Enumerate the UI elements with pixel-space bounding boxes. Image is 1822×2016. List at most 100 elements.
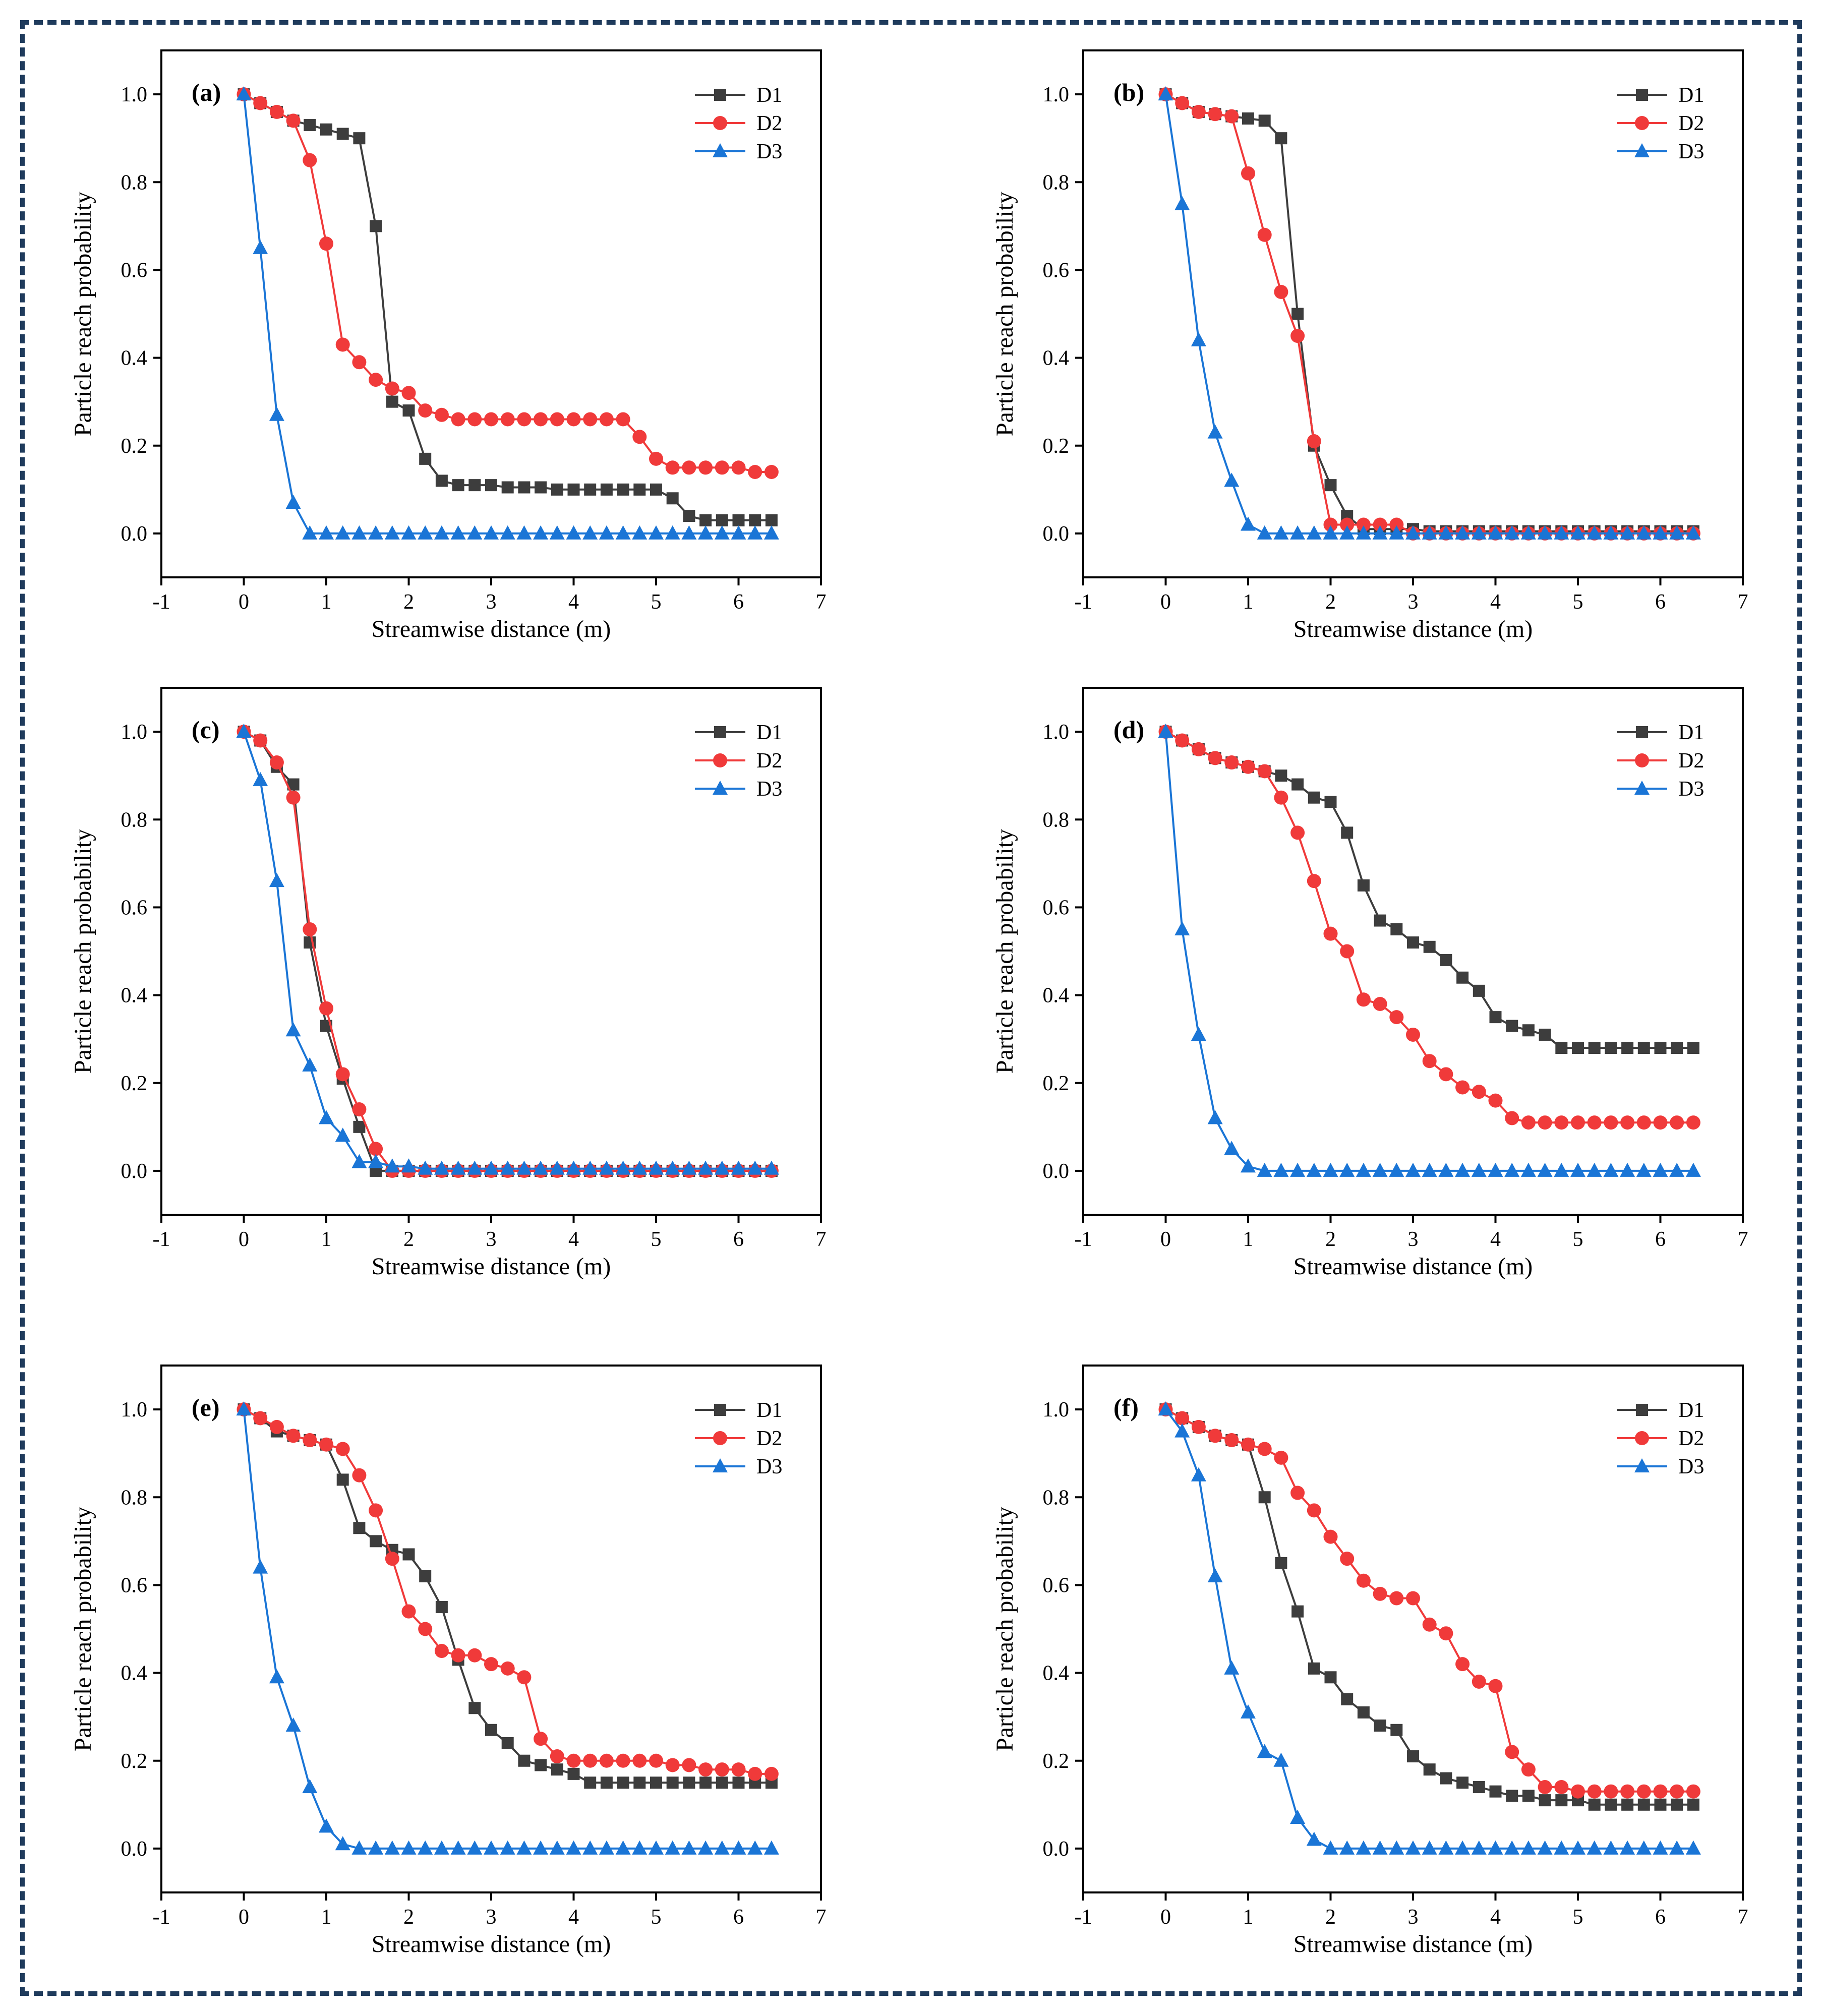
data-point-d1: [633, 483, 646, 496]
data-point-d3: [1158, 86, 1173, 101]
data-point-d3: [615, 1160, 631, 1175]
legend-marker-d2: [713, 116, 727, 130]
data-point-d1: [1621, 1042, 1634, 1054]
data-point-d3: [253, 1559, 268, 1574]
series-line-d2: [1165, 1408, 1693, 1793]
legend-label-d2: D2: [1678, 112, 1704, 135]
data-point-d3: [450, 525, 466, 540]
x-tick-label: 0: [1160, 590, 1171, 614]
data-point-d2: [1290, 1486, 1305, 1500]
data-point-d3: [1257, 525, 1272, 540]
data-point-d3: [1158, 1401, 1173, 1416]
x-tick-label: 3: [486, 590, 497, 614]
data-point-d3: [302, 1779, 318, 1793]
data-point-d1: [1588, 1798, 1601, 1811]
series-d3: [1158, 1401, 1701, 1855]
x-tick-label: 0: [1160, 1228, 1171, 1251]
data-point-d3: [1669, 1162, 1685, 1177]
data-point-d3: [484, 1840, 499, 1855]
data-point-d3: [1191, 1026, 1206, 1041]
data-point-d3: [1554, 1840, 1569, 1855]
series-line-d2: [1165, 93, 1693, 535]
y-tick-label: 1.0: [121, 1398, 148, 1421]
x-tick-label: 1: [1243, 1906, 1254, 1929]
x-tick-label: 7: [1738, 590, 1748, 614]
y-tick-label: 0.2: [1043, 1072, 1070, 1095]
data-point-d3: [763, 525, 779, 540]
data-point-d1: [468, 479, 481, 492]
data-point-d1: [1324, 479, 1337, 492]
legend-marker-d1: [1636, 726, 1648, 738]
x-tick-label: 0: [239, 590, 249, 614]
data-point-d1: [1242, 112, 1254, 125]
data-point-d2: [698, 1762, 713, 1777]
data-point-d1: [1555, 1794, 1568, 1807]
data-point-d3: [533, 1840, 549, 1855]
x-tick-label: 7: [816, 590, 827, 614]
data-point-d2: [1571, 1115, 1585, 1130]
data-point-d2: [566, 1753, 581, 1768]
y-tick-label: 0.6: [1043, 259, 1070, 282]
x-tick-label: -1: [153, 1228, 170, 1251]
data-point-d1: [732, 1776, 745, 1789]
data-point-d1: [353, 132, 366, 145]
data-point-d2: [1373, 517, 1387, 532]
data-point-d1: [765, 514, 778, 526]
data-point-d3: [1653, 1162, 1668, 1177]
data-point-d2: [500, 412, 515, 427]
data-point-d3: [335, 1128, 350, 1142]
data-point-d1: [1390, 1724, 1403, 1736]
x-tick-label: 1: [1243, 1228, 1254, 1251]
data-point-d2: [319, 1001, 333, 1016]
data-point-d1: [1423, 940, 1436, 953]
data-point-d1: [518, 1754, 531, 1767]
x-tick-label: 3: [486, 1906, 497, 1929]
data-point-d3: [747, 525, 763, 540]
data-point-d3: [236, 724, 252, 738]
data-point-d2: [1340, 517, 1355, 532]
data-point-d3: [1207, 424, 1223, 439]
data-point-d3: [731, 525, 746, 540]
y-tick-label: 0.6: [1043, 1574, 1070, 1597]
panel-label: (e): [192, 1393, 220, 1421]
data-point-d3: [1570, 1162, 1585, 1177]
legend-label-d3: D3: [756, 1455, 782, 1478]
data-point-d3: [1273, 1162, 1289, 1177]
x-axis-title: Streamwise distance (m): [372, 1253, 611, 1280]
data-point-d3: [1405, 1162, 1421, 1177]
series-d1: [238, 726, 778, 1177]
data-point-d1: [1308, 791, 1320, 804]
x-tick-label: 3: [1408, 590, 1419, 614]
data-point-d1: [1687, 1798, 1699, 1811]
data-point-d1: [600, 483, 613, 496]
data-point-d3: [516, 1840, 532, 1855]
data-point-d3: [698, 525, 714, 540]
data-point-d1: [501, 481, 514, 494]
data-point-d3: [714, 1160, 730, 1175]
data-point-d3: [1603, 1162, 1619, 1177]
y-tick-label: 1.0: [1043, 1398, 1070, 1421]
data-point-d2: [1472, 1675, 1486, 1689]
data-point-d1: [1637, 1042, 1650, 1054]
data-point-d3: [319, 1110, 334, 1124]
data-point-d2: [319, 1437, 333, 1452]
data-point-d1: [535, 481, 547, 494]
data-point-d3: [1636, 1162, 1652, 1177]
data-point-d2: [1686, 1115, 1700, 1130]
data-point-d3: [1653, 1840, 1668, 1855]
data-point-d3: [467, 1160, 483, 1175]
y-tick-label: 0.8: [1043, 1486, 1070, 1509]
data-point-d2: [303, 153, 317, 167]
data-point-d3: [599, 1160, 614, 1175]
y-tick-label: 0.0: [1043, 522, 1070, 546]
data-point-d2: [517, 412, 532, 427]
data-point-d3: [319, 525, 334, 540]
y-tick-label: 0.8: [121, 1486, 148, 1509]
data-point-d3: [1488, 1162, 1503, 1177]
data-point-d3: [516, 525, 532, 540]
legend-label-d3: D3: [1678, 140, 1704, 163]
data-point-d3: [1422, 525, 1437, 540]
data-point-d1: [402, 1548, 415, 1561]
legend-label-d2: D2: [1678, 1427, 1704, 1450]
data-point-d3: [1323, 1162, 1338, 1177]
